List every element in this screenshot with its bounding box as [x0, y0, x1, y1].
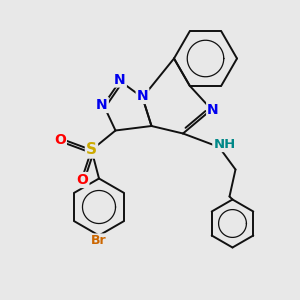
Text: N: N — [96, 98, 108, 112]
Text: Br: Br — [91, 234, 107, 248]
Text: N: N — [137, 89, 148, 103]
Text: O: O — [54, 133, 66, 146]
Text: NH: NH — [213, 138, 236, 151]
Text: S: S — [86, 142, 97, 158]
Text: N: N — [114, 73, 126, 86]
Text: N: N — [207, 103, 219, 116]
Text: O: O — [76, 173, 88, 187]
